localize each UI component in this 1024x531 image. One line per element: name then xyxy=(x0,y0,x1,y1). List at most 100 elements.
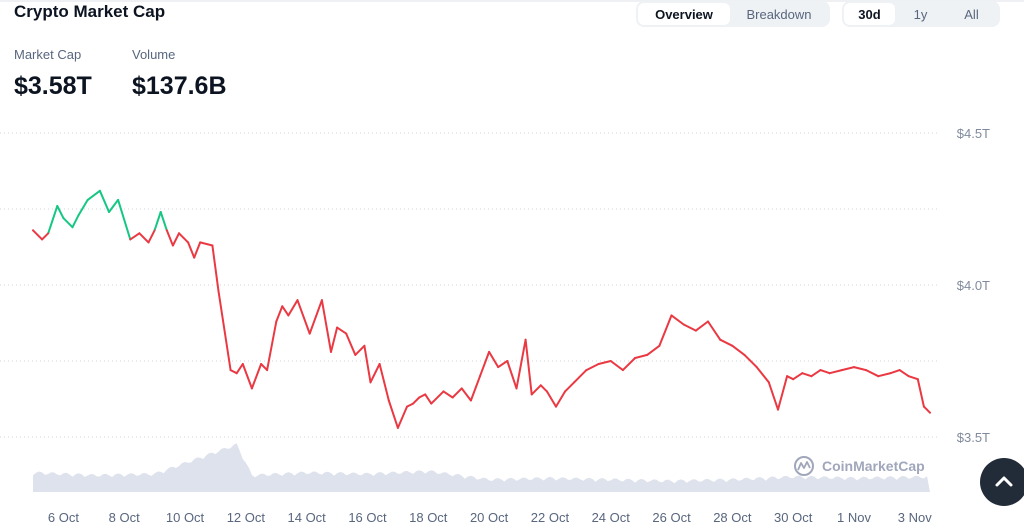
data-point xyxy=(877,375,880,378)
data-point xyxy=(266,369,268,371)
price-line-segment xyxy=(922,405,931,414)
data-point xyxy=(573,381,576,384)
price-line-segment xyxy=(889,369,901,375)
data-point xyxy=(597,363,600,365)
data-point xyxy=(731,344,734,347)
x-tick-label: 24 Oct xyxy=(592,510,631,525)
data-point xyxy=(840,369,843,371)
price-line-segment xyxy=(138,232,150,244)
data-point xyxy=(211,244,214,247)
data-point xyxy=(786,375,788,378)
price-line-segment xyxy=(573,369,588,384)
range-30d[interactable]: 30d xyxy=(844,3,895,25)
data-point xyxy=(117,199,119,201)
range-all[interactable]: All xyxy=(964,6,979,22)
data-point xyxy=(658,344,661,347)
data-point xyxy=(907,375,910,378)
data-point xyxy=(479,375,481,378)
price-line-segment xyxy=(777,375,789,411)
data-point xyxy=(412,402,414,405)
coinmarketcap-logo-icon xyxy=(794,456,814,476)
price-line-segment xyxy=(743,353,758,369)
data-point xyxy=(646,354,649,356)
price-line-segment xyxy=(670,314,685,326)
price-line-segment xyxy=(430,390,445,405)
price-line-segment xyxy=(545,390,557,408)
price-line-segment xyxy=(597,360,612,365)
price-line-segment xyxy=(488,350,500,369)
price-line-segment xyxy=(178,232,190,244)
price-line-segment xyxy=(235,363,244,375)
market-cap-value: $3.58T xyxy=(14,72,92,100)
price-line-segment xyxy=(287,299,299,317)
price-line-segment xyxy=(469,375,481,402)
price-line-segment xyxy=(731,344,746,356)
price-line-segment xyxy=(907,375,919,381)
data-point xyxy=(308,332,311,335)
tab-breakdown[interactable]: Breakdown xyxy=(746,6,812,22)
data-point xyxy=(497,366,500,368)
price-line-segment xyxy=(877,372,892,378)
x-tick-label: 20 Oct xyxy=(470,510,509,525)
data-point xyxy=(515,387,518,390)
price-line-segment xyxy=(786,375,795,381)
data-point xyxy=(488,351,490,353)
price-line-segment xyxy=(320,299,332,353)
x-tick-label: 28 Oct xyxy=(713,510,752,525)
data-point xyxy=(199,241,202,244)
price-line-segment xyxy=(853,366,868,372)
price-line-segment xyxy=(147,229,156,244)
price-line-segment xyxy=(187,241,196,259)
data-point xyxy=(546,390,548,393)
scroll-top-button[interactable] xyxy=(980,458,1024,506)
data-point xyxy=(755,366,758,368)
data-point xyxy=(354,354,357,356)
price-line-segment xyxy=(336,326,348,335)
price-line-segment xyxy=(108,198,120,213)
data-point xyxy=(296,299,299,302)
data-point xyxy=(287,314,290,317)
volume-label: Volume xyxy=(132,47,176,62)
tab-overview[interactable]: Overview xyxy=(638,3,730,25)
price-line-segment xyxy=(77,198,89,217)
price-line-segment xyxy=(634,353,649,359)
price-line-segment xyxy=(460,387,472,402)
data-point xyxy=(165,229,168,232)
data-point xyxy=(77,214,80,217)
price-line-segment xyxy=(609,360,624,372)
data-point xyxy=(430,402,433,405)
data-point xyxy=(406,405,408,408)
data-point xyxy=(172,244,174,247)
data-point xyxy=(129,238,132,241)
data-point xyxy=(241,363,244,365)
data-point xyxy=(819,369,822,371)
data-point xyxy=(695,329,697,332)
data-point xyxy=(369,381,372,384)
data-point xyxy=(564,390,566,393)
data-point xyxy=(330,351,332,353)
data-point xyxy=(460,387,463,390)
data-point xyxy=(251,387,253,390)
price-line-segment xyxy=(515,338,527,390)
data-point xyxy=(524,338,527,341)
data-point xyxy=(506,360,509,362)
price-line-segment xyxy=(828,369,843,375)
y-tick-label: $3.5T xyxy=(957,430,990,445)
data-point xyxy=(397,427,399,429)
data-point xyxy=(86,199,89,201)
price-line-segment xyxy=(707,320,722,341)
data-point xyxy=(451,396,454,399)
price-line-segment xyxy=(694,320,709,332)
price-line-segment xyxy=(41,232,50,241)
price-line-segment xyxy=(451,387,463,399)
watermark-text: CoinMarketCap xyxy=(822,458,925,474)
price-line-segment xyxy=(916,378,925,408)
price-line-segment xyxy=(719,338,734,347)
data-point xyxy=(634,357,636,359)
price-line-segment xyxy=(308,299,323,335)
price-line-segment xyxy=(418,393,427,399)
data-point xyxy=(898,369,901,371)
data-point xyxy=(923,405,925,408)
data-point xyxy=(229,369,232,371)
range-1y[interactable]: 1y xyxy=(913,6,928,22)
